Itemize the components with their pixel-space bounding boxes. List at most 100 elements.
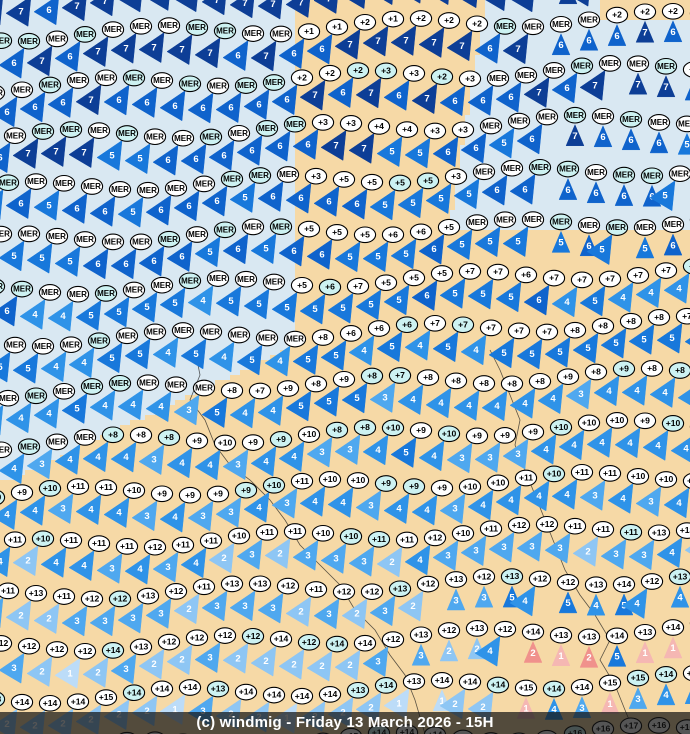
svg-text:5: 5 bbox=[613, 338, 619, 349]
svg-text:+12: +12 bbox=[645, 576, 660, 586]
svg-text:4: 4 bbox=[256, 502, 262, 513]
svg-text:MER: MER bbox=[202, 328, 220, 337]
svg-text:6: 6 bbox=[670, 240, 675, 251]
svg-text:4: 4 bbox=[32, 505, 38, 516]
svg-text:6: 6 bbox=[186, 201, 191, 212]
svg-text:4: 4 bbox=[431, 451, 437, 462]
svg-text:+2: +2 bbox=[360, 17, 370, 27]
svg-text:+11: +11 bbox=[57, 591, 71, 601]
svg-text:3: 3 bbox=[418, 651, 423, 662]
svg-text:+10: +10 bbox=[232, 531, 247, 541]
svg-text:MER: MER bbox=[20, 37, 38, 46]
svg-text:+12: +12 bbox=[85, 594, 100, 604]
svg-text:+12: +12 bbox=[421, 579, 436, 589]
svg-text:3: 3 bbox=[214, 601, 219, 612]
svg-text:3: 3 bbox=[242, 601, 247, 612]
svg-text:+10: +10 bbox=[582, 418, 597, 428]
svg-text:6: 6 bbox=[270, 192, 275, 203]
svg-text:6: 6 bbox=[4, 306, 9, 317]
svg-text:+2: +2 bbox=[444, 15, 454, 25]
svg-text:MER: MER bbox=[111, 379, 129, 388]
svg-text:+8: +8 bbox=[591, 367, 601, 377]
svg-text:+8: +8 bbox=[164, 432, 174, 442]
svg-text:MER: MER bbox=[0, 394, 17, 403]
svg-text:+8: +8 bbox=[136, 430, 146, 440]
svg-text:+11: +11 bbox=[204, 535, 218, 545]
svg-text:7: 7 bbox=[361, 143, 366, 154]
svg-text:MER: MER bbox=[615, 171, 633, 180]
svg-text:5: 5 bbox=[137, 154, 143, 165]
svg-text:+3: +3 bbox=[409, 68, 419, 78]
svg-text:5: 5 bbox=[11, 251, 17, 262]
svg-text:5: 5 bbox=[480, 289, 486, 300]
svg-text:+11: +11 bbox=[260, 527, 274, 537]
svg-text:4: 4 bbox=[627, 438, 633, 449]
svg-text:+8: +8 bbox=[598, 321, 608, 331]
svg-text:+5: +5 bbox=[409, 273, 419, 283]
svg-text:+2: +2 bbox=[297, 72, 307, 82]
svg-text:MER: MER bbox=[251, 171, 269, 180]
svg-text:+13: +13 bbox=[407, 676, 422, 686]
svg-text:7: 7 bbox=[53, 147, 58, 158]
svg-text:+12: +12 bbox=[442, 625, 457, 635]
svg-text:5: 5 bbox=[557, 347, 563, 358]
svg-text:5: 5 bbox=[410, 198, 416, 209]
svg-text:+11: +11 bbox=[99, 482, 113, 492]
svg-text:4: 4 bbox=[361, 346, 367, 357]
svg-text:3: 3 bbox=[207, 653, 212, 664]
svg-text:MER: MER bbox=[139, 378, 157, 387]
svg-text:3: 3 bbox=[473, 546, 478, 557]
svg-text:MER: MER bbox=[650, 118, 668, 127]
svg-text:MER: MER bbox=[62, 340, 80, 349]
svg-text:7: 7 bbox=[242, 0, 247, 9]
svg-text:MER: MER bbox=[90, 336, 108, 345]
svg-text:+11: +11 bbox=[596, 524, 610, 534]
svg-text:+8: +8 bbox=[570, 325, 580, 335]
svg-text:4: 4 bbox=[312, 496, 318, 507]
svg-text:+10: +10 bbox=[631, 471, 646, 481]
svg-text:+12: +12 bbox=[498, 624, 513, 634]
svg-text:+8: +8 bbox=[227, 385, 237, 395]
svg-text:3: 3 bbox=[270, 603, 275, 614]
svg-text:MER: MER bbox=[153, 281, 171, 290]
svg-text:3: 3 bbox=[648, 497, 653, 508]
svg-text:+14: +14 bbox=[659, 669, 674, 679]
svg-text:6: 6 bbox=[144, 98, 149, 109]
svg-text:4: 4 bbox=[277, 356, 283, 367]
svg-text:+13: +13 bbox=[211, 684, 226, 694]
svg-text:+12: +12 bbox=[148, 542, 163, 552]
svg-text:+14: +14 bbox=[155, 684, 170, 694]
svg-text:MER: MER bbox=[601, 59, 619, 68]
svg-text:6: 6 bbox=[487, 43, 492, 54]
svg-text:6: 6 bbox=[284, 95, 289, 106]
svg-text:+14: +14 bbox=[43, 698, 58, 708]
svg-text:MER: MER bbox=[76, 433, 94, 442]
svg-text:+10: +10 bbox=[491, 478, 506, 488]
svg-text:5: 5 bbox=[614, 652, 620, 663]
svg-text:4: 4 bbox=[81, 358, 87, 369]
svg-text:+10: +10 bbox=[43, 483, 58, 493]
svg-text:+13: +13 bbox=[449, 574, 464, 584]
svg-text:+12: +12 bbox=[218, 630, 233, 640]
svg-text:MER: MER bbox=[559, 165, 577, 174]
svg-text:3: 3 bbox=[333, 554, 338, 565]
svg-text:2: 2 bbox=[446, 646, 451, 657]
svg-text:+8: +8 bbox=[675, 365, 685, 375]
svg-text:3: 3 bbox=[102, 616, 107, 627]
svg-text:+14: +14 bbox=[183, 682, 198, 692]
svg-text:+14: +14 bbox=[239, 687, 254, 697]
svg-text:MER: MER bbox=[55, 179, 73, 188]
svg-text:5: 5 bbox=[669, 333, 675, 344]
svg-text:3: 3 bbox=[249, 549, 254, 560]
svg-text:4: 4 bbox=[130, 400, 136, 411]
svg-text:+7: +7 bbox=[661, 265, 671, 275]
svg-text:5: 5 bbox=[501, 138, 507, 149]
svg-text:3: 3 bbox=[635, 694, 640, 705]
svg-text:5: 5 bbox=[396, 295, 402, 306]
svg-text:4: 4 bbox=[508, 495, 514, 506]
svg-text:MER: MER bbox=[139, 186, 157, 195]
svg-text:1: 1 bbox=[607, 699, 613, 710]
svg-text:7: 7 bbox=[186, 0, 191, 3]
svg-text:+14: +14 bbox=[526, 627, 541, 637]
svg-text:6: 6 bbox=[354, 199, 359, 210]
